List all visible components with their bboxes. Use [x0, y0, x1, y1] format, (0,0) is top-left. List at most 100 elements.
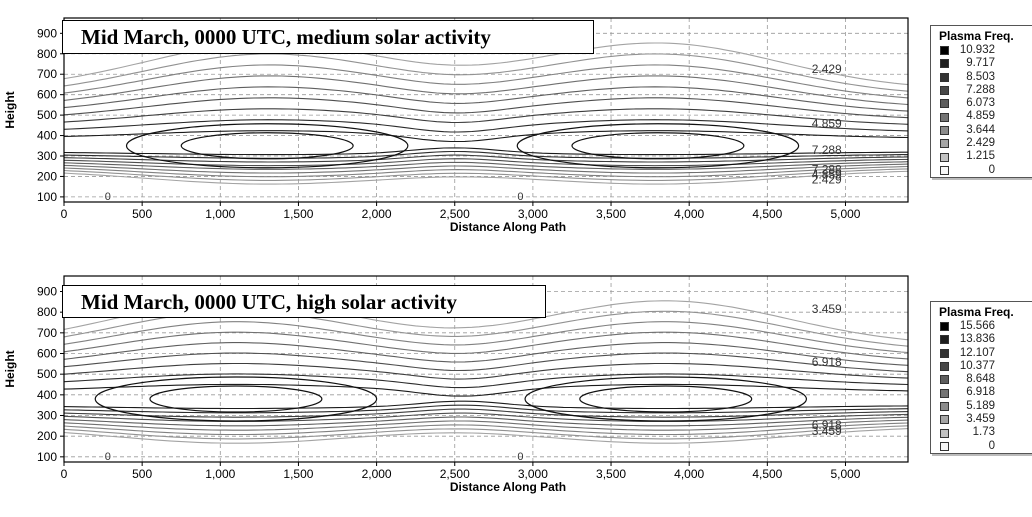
- legend-swatch: [940, 335, 949, 345]
- contour-label: 3.459: [812, 302, 842, 316]
- legend-value: 10.377: [959, 359, 995, 372]
- legend-item: 10.932: [931, 44, 1032, 57]
- legend-item: 7.288: [931, 84, 1032, 97]
- x-tick-label: 4,500: [752, 207, 782, 221]
- y-tick-label: 600: [37, 347, 57, 361]
- zero-mark: 0: [105, 191, 111, 203]
- y-tick-label: 100: [37, 190, 57, 204]
- x-tick-label: 1,500: [283, 207, 313, 221]
- contour-peak-ellipse: [180, 132, 354, 160]
- legend-swatch: [940, 388, 949, 398]
- y-tick-label: 200: [37, 169, 57, 183]
- contour-line-upper: [63, 86, 909, 112]
- x-tick-label: 2,000: [362, 207, 392, 221]
- legend-value: 12.107: [959, 346, 995, 359]
- contour-line-upper: [63, 97, 909, 119]
- contour-line-lower: [63, 416, 909, 427]
- contour-line-lower: [63, 408, 909, 418]
- y-tick-label: 300: [37, 409, 57, 423]
- contour-line-lower: [63, 404, 909, 414]
- contour-line-lower: [63, 168, 909, 181]
- contour-label: 6.918: [812, 418, 842, 432]
- x-tick-label: 4,500: [752, 467, 782, 481]
- legend-item: 2.429: [931, 137, 1032, 150]
- legend-swatch: [940, 415, 949, 425]
- contour-label: 7.288: [812, 143, 842, 157]
- contour-line-upper: [63, 75, 909, 106]
- x-axis-label: Distance Along Path: [450, 220, 566, 234]
- contour-peak-ellipse: [149, 385, 323, 413]
- legend-value: 3.644: [966, 123, 995, 136]
- chart-panel-bottom: 3.459 6.918 6.918 3.459 0 0 0 500 1,000 1,500 2,00…: [0, 259, 1032, 517]
- contour-label: 6.918: [812, 355, 842, 369]
- x-tick-label: 3,000: [518, 467, 548, 481]
- contour-line-lower: [63, 161, 909, 170]
- legend-swatch: [940, 322, 949, 332]
- x-tick-label: 5,000: [830, 207, 860, 221]
- y-tick-label: 400: [37, 388, 57, 402]
- contour-line-lower: [63, 163, 909, 174]
- x-tick-label: 1,000: [205, 467, 235, 481]
- legend-item: 12.107: [931, 347, 1032, 360]
- legend-item: 3.459: [931, 413, 1032, 426]
- contour-line-upper: [63, 108, 909, 125]
- legend-item: 8.648: [931, 373, 1032, 386]
- x-tick-label: 3,500: [596, 467, 626, 481]
- x-tick-label: 2,500: [440, 207, 470, 221]
- contour-line-lower: [63, 412, 909, 423]
- legend-value: 5.189: [966, 399, 995, 412]
- legend-swatch: [940, 59, 949, 69]
- y-tick-label: 200: [37, 429, 57, 443]
- y-tick-label: 500: [37, 367, 57, 381]
- legend-swatch: [940, 72, 949, 82]
- legend-value: 0: [988, 439, 995, 452]
- legend-title: Plasma Freq.: [939, 29, 1014, 43]
- legend-swatch: [940, 362, 949, 372]
- legend-value: 1.215: [966, 150, 995, 163]
- legend-value: 2.429: [966, 137, 995, 150]
- chart-panel-top: 2.429 4.859 7.288 7.288 4.859 2.429 0 0 0 500 1,00…: [0, 0, 1032, 258]
- contour-label: 3.459: [812, 424, 842, 438]
- x-tick-label: 4,000: [674, 467, 704, 481]
- y-axis-label: Height: [3, 91, 17, 128]
- plot-frame: [63, 17, 909, 203]
- contour-line-lower: [63, 158, 909, 167]
- legend-swatch: [940, 375, 949, 385]
- legend-item: 10.377: [931, 360, 1032, 373]
- contour-line-upper: [63, 53, 909, 92]
- legend-item: 15.566: [931, 320, 1032, 333]
- legend-item: 9.717: [931, 57, 1032, 70]
- legend-swatch: [940, 112, 949, 122]
- zero-mark: 0: [517, 451, 523, 463]
- contour-peak-ellipse: [579, 385, 753, 413]
- contour-line-lower: [63, 422, 909, 436]
- legend-value: 8.648: [966, 373, 995, 386]
- contour-line-lower: [63, 425, 909, 440]
- y-tick-label: 700: [37, 67, 57, 81]
- legend-swatch: [940, 152, 949, 162]
- y-tick-label: 700: [37, 326, 57, 340]
- legend-item: 3.644: [931, 124, 1032, 137]
- legend-item: 13.836: [931, 333, 1032, 346]
- y-tick-label: 400: [37, 129, 57, 143]
- legend-value: 10.932: [959, 44, 995, 56]
- legend-rows: 15.566 13.836 12.107 10.377 8.648 6.918 5.189 3…: [931, 320, 1032, 453]
- legend-value: 7.288: [966, 83, 995, 96]
- legend-value: 0: [988, 163, 995, 176]
- legend-swatch: [940, 441, 949, 451]
- contour-peak-ellipse: [571, 132, 745, 160]
- legend-item: 6.918: [931, 386, 1032, 399]
- legend-swatch: [940, 125, 949, 135]
- contour-line-lower: [63, 428, 909, 444]
- legend-swatch: [940, 401, 949, 411]
- legend-bottom: Plasma Freq. 15.566 13.836 12.107 10.377 8.6…: [930, 301, 1032, 454]
- legend-item: 5.189: [931, 400, 1032, 413]
- contour-line-upper: [63, 342, 909, 366]
- x-tick-label: 500: [132, 207, 152, 221]
- y-tick-label: 500: [37, 108, 57, 122]
- contour-line-upper: [63, 383, 909, 397]
- x-tick-label: 3,000: [518, 207, 548, 221]
- legend-value: 8.503: [966, 70, 995, 83]
- x-tick-label: 3,500: [596, 207, 626, 221]
- y-tick-label: 800: [37, 305, 57, 319]
